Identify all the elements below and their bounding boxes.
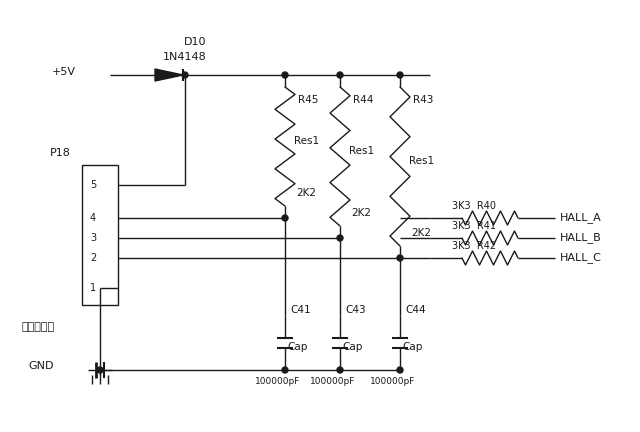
Text: 4: 4 [90,213,96,223]
Circle shape [337,235,343,241]
Text: 2: 2 [90,253,96,263]
Circle shape [397,72,403,78]
Text: Cap: Cap [287,343,307,353]
Text: C41: C41 [290,305,310,315]
Text: 3K3  R42: 3K3 R42 [452,241,496,251]
Bar [82,165,118,305]
Circle shape [397,255,403,261]
Text: 5: 5 [90,180,96,190]
Text: 位置传感器: 位置传感器 [22,322,55,332]
Text: 1: 1 [90,283,96,293]
Text: R45: R45 [298,95,318,105]
Text: 100000pF: 100000pF [310,378,355,387]
Text: Cap: Cap [402,343,422,353]
Circle shape [337,367,343,373]
Circle shape [97,367,103,373]
Text: R44: R44 [353,95,373,105]
Text: +5V: +5V [52,67,76,77]
Text: C44: C44 [405,305,426,315]
Text: P18: P18 [50,148,71,158]
Polygon shape [155,69,183,81]
Text: Cap: Cap [342,343,362,353]
Text: 3K3  R41: 3K3 R41 [452,221,496,231]
Text: Res1: Res1 [409,156,434,166]
Text: C43: C43 [345,305,365,315]
Text: 2K2: 2K2 [411,228,431,238]
Text: HALL_A: HALL_A [560,213,602,223]
Text: HALL_B: HALL_B [560,232,602,244]
Text: 100000pF: 100000pF [255,378,300,387]
Circle shape [282,72,288,78]
Text: 2K2: 2K2 [296,188,316,198]
Text: 1N4148: 1N4148 [163,52,207,62]
Circle shape [337,72,343,78]
Text: R43: R43 [413,95,433,105]
Circle shape [282,367,288,373]
Text: Res1: Res1 [349,146,374,156]
Text: 3: 3 [90,233,96,243]
Text: D10: D10 [184,37,206,47]
Text: 2K2: 2K2 [351,208,371,218]
Text: 3K3  R40: 3K3 R40 [452,201,496,211]
Circle shape [397,367,403,373]
Circle shape [182,72,188,78]
Text: Res1: Res1 [294,137,319,146]
Text: 100000pF: 100000pF [370,378,415,387]
Text: GND: GND [28,361,54,371]
Circle shape [282,215,288,221]
Text: HALL_C: HALL_C [560,253,602,264]
